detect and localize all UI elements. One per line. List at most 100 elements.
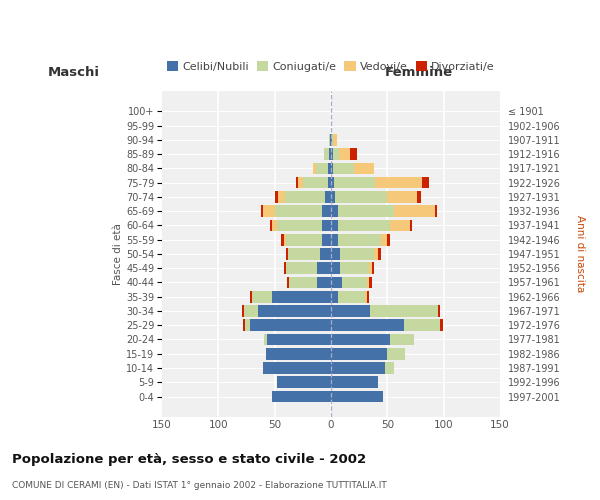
- Bar: [350, 148, 357, 160]
- Bar: [340, 248, 374, 260]
- Bar: [289, 276, 317, 288]
- Bar: [332, 134, 333, 145]
- Bar: [329, 134, 330, 145]
- Bar: [375, 177, 422, 188]
- Bar: [275, 191, 278, 202]
- Bar: [331, 348, 388, 360]
- Bar: [371, 262, 374, 274]
- Bar: [272, 390, 331, 402]
- Bar: [331, 291, 338, 302]
- Bar: [389, 334, 415, 345]
- Bar: [296, 177, 298, 188]
- Y-axis label: Fasce di età: Fasce di età: [113, 223, 123, 285]
- Bar: [380, 234, 388, 245]
- Bar: [438, 305, 440, 317]
- Bar: [440, 320, 443, 331]
- Bar: [261, 206, 263, 217]
- Text: Maschi: Maschi: [48, 66, 100, 79]
- Bar: [316, 162, 328, 174]
- Bar: [278, 191, 285, 202]
- Bar: [303, 177, 328, 188]
- Legend: Celibi/Nubili, Coniugati/e, Vedovi/e, Divorziati/e: Celibi/Nubili, Coniugati/e, Vedovi/e, Di…: [163, 57, 499, 76]
- Bar: [272, 291, 331, 302]
- Bar: [404, 320, 440, 331]
- Bar: [331, 177, 334, 188]
- Bar: [252, 291, 272, 302]
- Bar: [331, 362, 385, 374]
- Bar: [242, 305, 244, 317]
- Bar: [331, 206, 338, 217]
- Bar: [331, 334, 389, 345]
- Bar: [286, 262, 317, 274]
- Bar: [331, 234, 338, 245]
- Bar: [277, 376, 331, 388]
- Bar: [388, 348, 406, 360]
- Bar: [369, 276, 371, 288]
- Bar: [331, 320, 404, 331]
- Bar: [338, 291, 365, 302]
- Bar: [328, 162, 331, 174]
- Bar: [333, 134, 337, 145]
- Bar: [322, 220, 331, 232]
- Bar: [422, 177, 429, 188]
- Bar: [317, 262, 331, 274]
- Bar: [385, 362, 394, 374]
- Bar: [331, 191, 335, 202]
- Bar: [320, 248, 331, 260]
- Bar: [281, 234, 284, 245]
- Bar: [331, 376, 379, 388]
- Bar: [325, 191, 331, 202]
- Bar: [410, 220, 412, 232]
- Bar: [331, 148, 333, 160]
- Bar: [331, 262, 340, 274]
- Bar: [272, 220, 277, 232]
- Bar: [285, 191, 325, 202]
- Bar: [388, 234, 389, 245]
- Bar: [277, 220, 322, 232]
- Bar: [374, 248, 379, 260]
- Bar: [284, 262, 286, 274]
- Bar: [322, 234, 331, 245]
- Bar: [333, 162, 353, 174]
- Bar: [330, 134, 331, 145]
- Bar: [388, 191, 416, 202]
- Bar: [335, 191, 388, 202]
- Bar: [416, 191, 421, 202]
- Bar: [342, 276, 367, 288]
- Bar: [369, 262, 371, 274]
- Bar: [331, 162, 333, 174]
- Bar: [339, 148, 350, 160]
- Bar: [331, 248, 340, 260]
- Bar: [367, 276, 369, 288]
- Bar: [334, 177, 375, 188]
- Bar: [250, 320, 331, 331]
- Text: Femmine: Femmine: [385, 66, 453, 79]
- Bar: [329, 148, 331, 160]
- Bar: [313, 162, 316, 174]
- Bar: [379, 248, 380, 260]
- Bar: [353, 162, 374, 174]
- Bar: [365, 291, 367, 302]
- Bar: [333, 148, 339, 160]
- Bar: [331, 305, 370, 317]
- Bar: [266, 348, 331, 360]
- Bar: [389, 220, 410, 232]
- Y-axis label: Anni di nascita: Anni di nascita: [575, 216, 585, 292]
- Bar: [324, 148, 329, 160]
- Bar: [394, 206, 434, 217]
- Bar: [244, 305, 258, 317]
- Bar: [331, 220, 338, 232]
- Bar: [263, 362, 331, 374]
- Bar: [288, 248, 320, 260]
- Bar: [270, 220, 272, 232]
- Bar: [367, 291, 369, 302]
- Bar: [286, 248, 288, 260]
- Bar: [434, 206, 437, 217]
- Bar: [263, 206, 275, 217]
- Text: COMUNE DI CERAMI (EN) - Dati ISTAT 1° gennaio 2002 - Elaborazione TUTTITALIA.IT: COMUNE DI CERAMI (EN) - Dati ISTAT 1° ge…: [12, 480, 387, 490]
- Bar: [284, 234, 286, 245]
- Bar: [322, 206, 331, 217]
- Text: Popolazione per età, sesso e stato civile - 2002: Popolazione per età, sesso e stato civil…: [12, 452, 366, 466]
- Bar: [267, 334, 331, 345]
- Bar: [331, 276, 342, 288]
